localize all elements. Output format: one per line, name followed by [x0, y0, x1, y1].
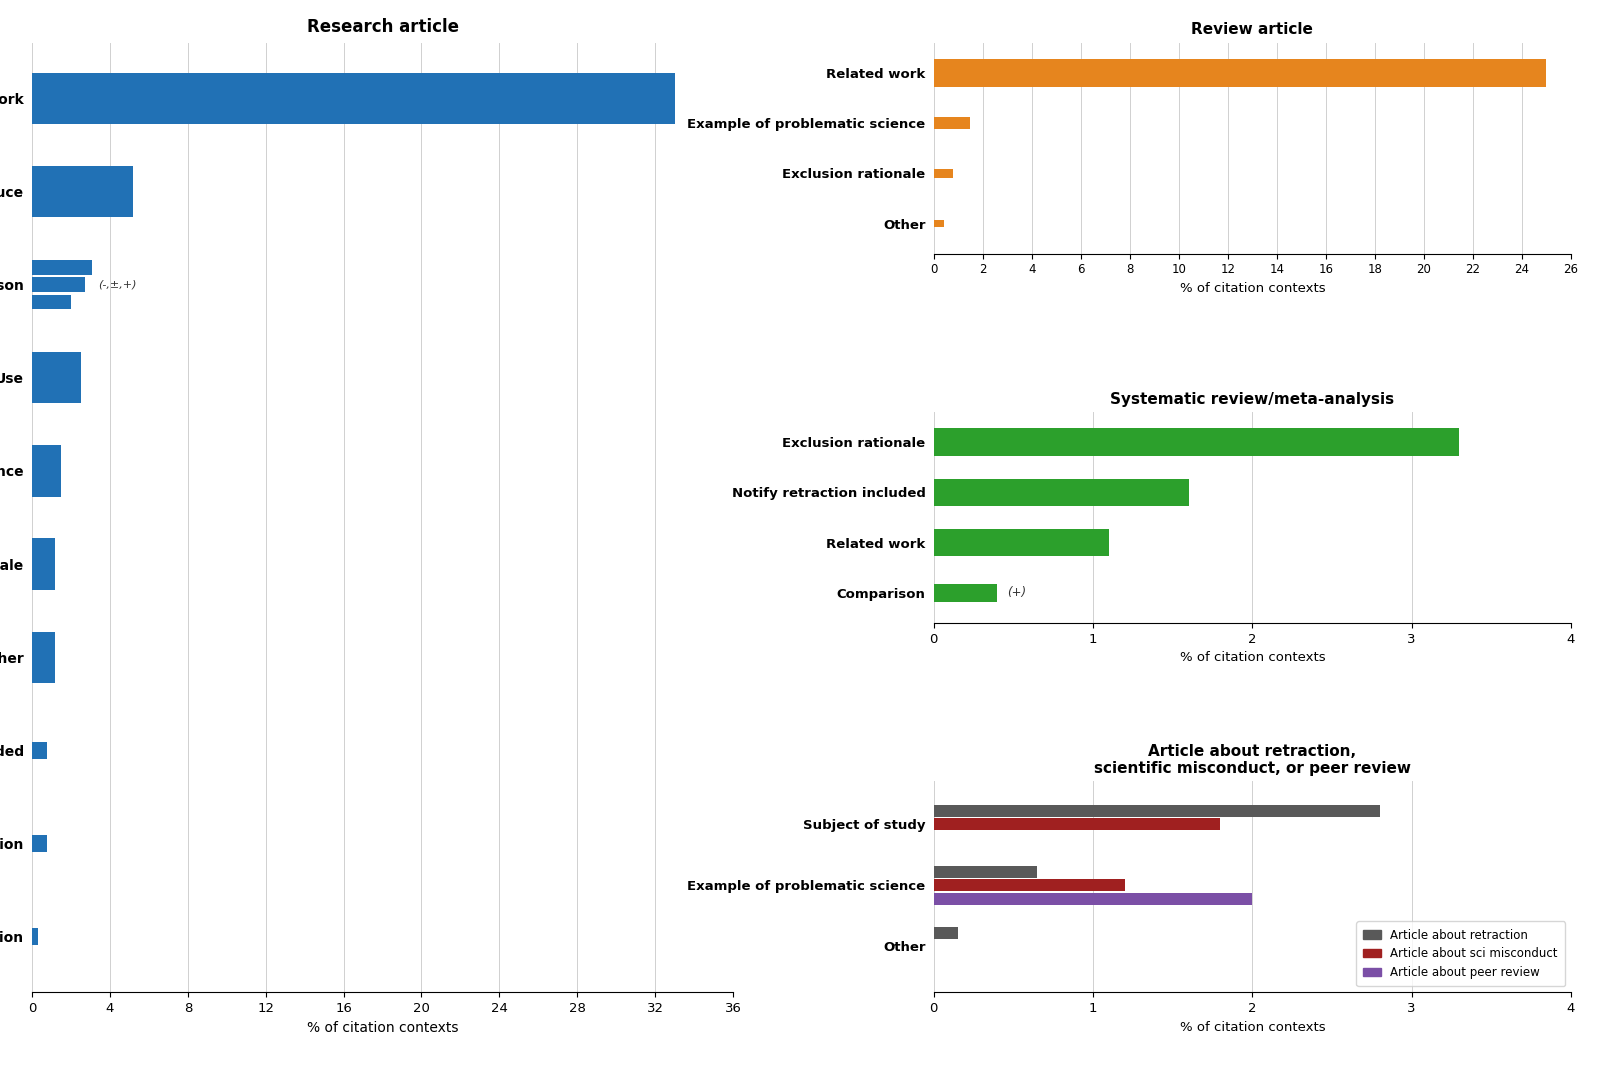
Title: Systematic review/meta-analysis: Systematic review/meta-analysis — [1111, 392, 1395, 407]
Bar — [933, 927, 957, 939]
Bar — [32, 294, 71, 309]
Bar — [933, 220, 944, 227]
Bar — [32, 928, 38, 945]
X-axis label: % of citation contexts: % of citation contexts — [1180, 1021, 1326, 1034]
Bar — [933, 584, 997, 602]
Legend: Article about retraction, Article about sci misconduct, Article about peer revie: Article about retraction, Article about … — [1356, 922, 1565, 986]
X-axis label: % of citation contexts: % of citation contexts — [1180, 282, 1326, 294]
Title: Research article: Research article — [306, 17, 458, 35]
Text: (+): (+) — [1007, 587, 1026, 600]
Bar — [32, 73, 675, 124]
Bar — [32, 352, 80, 403]
X-axis label: % of citation contexts: % of citation contexts — [306, 1021, 458, 1035]
Bar — [933, 59, 1547, 86]
Bar — [32, 742, 46, 759]
Bar — [933, 818, 1220, 830]
Bar — [933, 529, 1109, 556]
Bar — [32, 445, 61, 496]
Bar — [32, 539, 56, 590]
Bar — [933, 805, 1380, 816]
Bar — [32, 277, 85, 292]
Title: Review article: Review article — [1191, 22, 1313, 37]
Bar — [933, 169, 954, 178]
Bar — [933, 865, 1037, 878]
Bar — [933, 116, 970, 129]
X-axis label: % of citation contexts: % of citation contexts — [1180, 651, 1326, 665]
Bar — [32, 260, 93, 275]
Bar — [32, 835, 46, 851]
Bar — [933, 879, 1125, 891]
Title: Article about retraction,
scientific misconduct, or peer review: Article about retraction, scientific mis… — [1093, 744, 1411, 776]
Bar — [933, 428, 1459, 456]
Bar — [32, 166, 133, 218]
Bar — [933, 893, 1252, 905]
Text: (-,±,+): (-,±,+) — [98, 280, 136, 290]
Bar — [32, 632, 56, 683]
Bar — [933, 479, 1188, 506]
